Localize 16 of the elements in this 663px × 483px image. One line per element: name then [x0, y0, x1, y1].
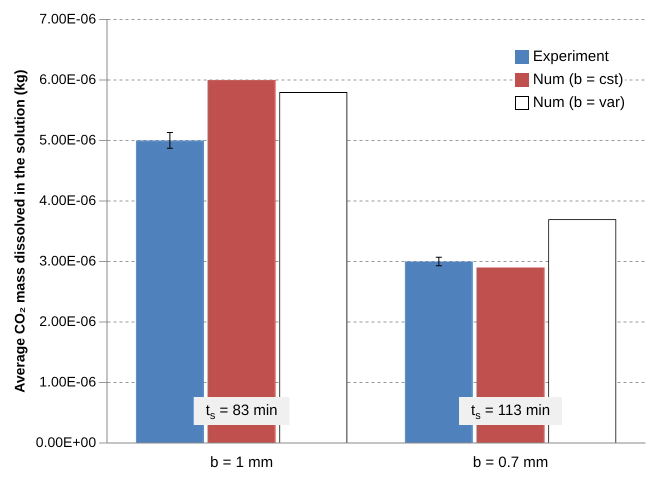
y-tick-label: 1.00E-06	[39, 373, 96, 390]
bar	[136, 140, 204, 442]
legend-label: Experiment	[532, 48, 609, 65]
bar	[404, 261, 473, 442]
y-tick-label: 7.00E-06	[39, 10, 96, 26]
y-tick-label: 0.00E+00	[36, 434, 96, 450]
x-tick-label: b = 0.7 mm	[472, 454, 548, 472]
y-tick-label: 6.00E-06	[39, 70, 96, 87]
legend-label: Num (b = cst)	[532, 71, 624, 88]
legend-label: Num (b = var)	[532, 94, 625, 111]
y-tick-label: 2.00E-06	[39, 312, 96, 329]
y-axis-title: Average CO₂ mass dissolved in the solution (kg)	[11, 70, 28, 393]
y-tick-label: 4.00E-06	[39, 192, 96, 208]
y-tick-label: 5.00E-06	[39, 131, 96, 148]
y-tick-label: 3.00E-06	[39, 252, 96, 268]
x-tick-label: b = 1 mm	[210, 454, 274, 472]
